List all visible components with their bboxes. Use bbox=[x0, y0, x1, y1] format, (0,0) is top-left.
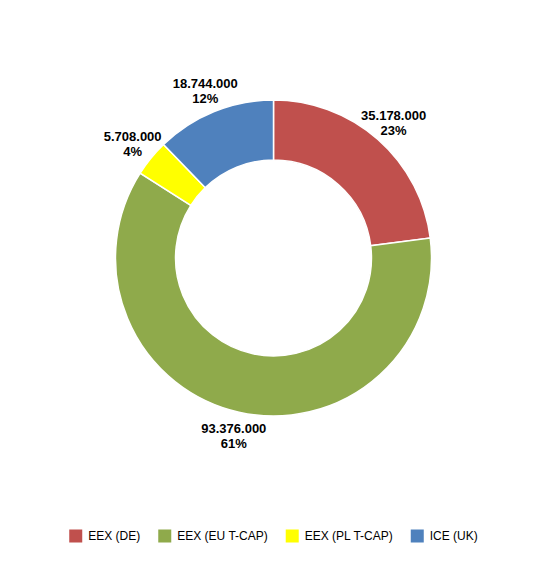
legend-label: ICE (UK) bbox=[430, 529, 478, 543]
data-label-percent: 12% bbox=[192, 91, 218, 106]
chart: 35.178.00023% 93.376.00061% 5.708.0004% 18.… bbox=[0, 0, 547, 576]
data-label-percent: 4% bbox=[123, 144, 142, 159]
plot: 35.178.00023% 93.376.00061% 5.708.0004% 18.… bbox=[104, 76, 432, 452]
slice bbox=[164, 100, 274, 188]
data-label-value: 93.376.000 bbox=[201, 421, 266, 436]
slice bbox=[274, 100, 431, 246]
legend-item: EEX (PL T-CAP) bbox=[286, 529, 393, 543]
legend-label: EEX (EU T-CAP) bbox=[177, 529, 267, 543]
data-label: 18.744.00012% bbox=[173, 76, 238, 106]
legend-label: EEX (PL T-CAP) bbox=[305, 529, 393, 543]
legend-swatch bbox=[158, 530, 171, 543]
legend-swatch bbox=[411, 530, 424, 543]
data-label-percent: 23% bbox=[381, 123, 407, 138]
legend-item: EEX (EU T-CAP) bbox=[158, 529, 267, 543]
slices bbox=[115, 100, 431, 416]
legend-swatch bbox=[286, 530, 299, 543]
data-label-percent: 61% bbox=[221, 436, 247, 451]
legend: EEX (DE) EEX (EU T-CAP) EEX (PL T-CAP) ICE … bbox=[69, 529, 478, 543]
data-labels: 35.178.00023% 93.376.00061% 5.708.0004% 18.… bbox=[104, 76, 426, 452]
data-label: 5.708.0004% bbox=[104, 129, 162, 159]
data-label-value: 5.708.000 bbox=[104, 129, 162, 144]
data-label: 93.376.00061% bbox=[201, 421, 266, 451]
data-label-value: 35.178.000 bbox=[361, 108, 426, 123]
slice bbox=[115, 173, 431, 416]
legend-item: EEX (DE) bbox=[69, 529, 140, 543]
legend-item: ICE (UK) bbox=[411, 529, 478, 543]
legend-label: EEX (DE) bbox=[88, 529, 140, 543]
legend-swatch bbox=[69, 530, 82, 543]
data-label: 35.178.00023% bbox=[361, 108, 426, 138]
data-label-value: 18.744.000 bbox=[173, 76, 238, 91]
